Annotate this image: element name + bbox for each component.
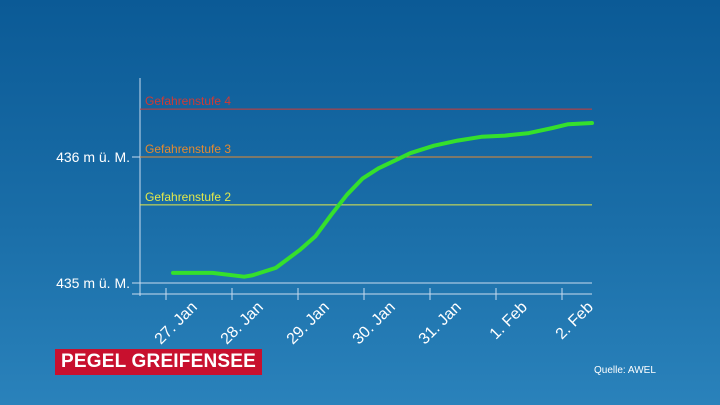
threshold-label: Gefahrenstufe 4 bbox=[145, 94, 231, 108]
y-tick-label: 435 m ü. M. bbox=[56, 275, 130, 291]
x-tick-label: 28. Jan bbox=[218, 299, 267, 348]
x-tick-label: 31. Jan bbox=[416, 299, 465, 348]
axis-ticks: 435 m ü. M. 436 m ü. M. 27. Jan 28. Jan 29. … bbox=[56, 149, 597, 348]
x-tick-label: 2. Feb bbox=[553, 299, 597, 343]
chart-title: PEGEL GREIFENSEE bbox=[55, 349, 263, 375]
source-label: Quelle: AWEL bbox=[594, 365, 656, 376]
y-tick-label: 436 m ü. M. bbox=[56, 149, 130, 165]
threshold-label: Gefahrenstufe 2 bbox=[145, 190, 231, 204]
x-tick-label: 1. Feb bbox=[487, 299, 531, 343]
x-tick-label: 30. Jan bbox=[350, 299, 399, 348]
series-line bbox=[171, 121, 594, 279]
x-tick-label: 27. Jan bbox=[152, 299, 201, 348]
x-tick-label: 29. Jan bbox=[284, 299, 333, 348]
threshold-lines: Gefahrenstufe 4 Gefahrenstufe 3 Gefahrenst… bbox=[140, 94, 592, 206]
threshold-label: Gefahrenstufe 3 bbox=[145, 142, 231, 156]
